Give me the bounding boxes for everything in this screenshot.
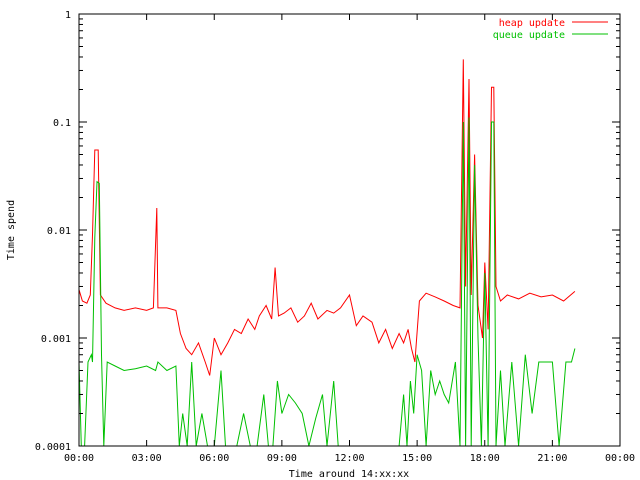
x-tick-label: 00:00 xyxy=(605,453,635,464)
x-tick-label: 09:00 xyxy=(267,453,297,464)
x-tick-label: 03:00 xyxy=(132,453,162,464)
x-tick-label: 21:00 xyxy=(537,453,567,464)
x-axis-title: Time around 14:xx:xx xyxy=(289,469,409,480)
y-tick-label: 0.001 xyxy=(41,334,71,345)
y-axis-title: Time spend xyxy=(6,200,17,260)
x-tick-label: 18:00 xyxy=(470,453,500,464)
x-tick-label: 06:00 xyxy=(199,453,229,464)
x-tick-label: 12:00 xyxy=(334,453,364,464)
legend-label-queue-update: queue update xyxy=(493,30,565,41)
legend: heap update queue update xyxy=(493,18,608,41)
y-tick-label: 0.1 xyxy=(53,118,71,129)
y-tick-label: 0.0001 xyxy=(35,442,71,453)
legend-label-heap-update: heap update xyxy=(499,18,565,29)
series-line-heap-update xyxy=(78,59,576,376)
x-tick-label: 15:00 xyxy=(402,453,432,464)
tick-layer: 00:00 03:00 06:00 09:00 12:00 15:00 18:00 21:00… xyxy=(35,10,635,464)
y-tick-label: 1 xyxy=(65,10,71,21)
y-tick-label: 0.01 xyxy=(47,226,71,237)
x-tick-label: 00:00 xyxy=(64,453,94,464)
